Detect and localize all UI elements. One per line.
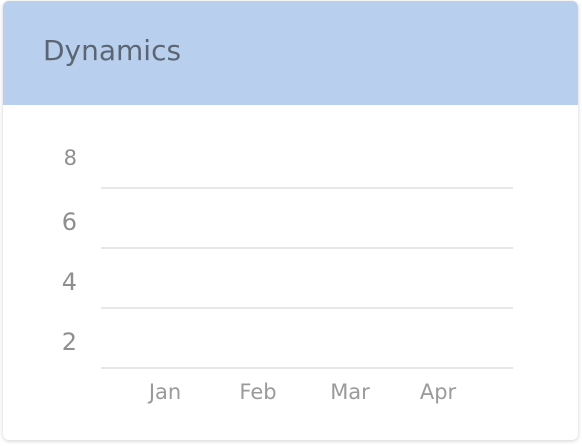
- x-tick-label: Apr: [420, 380, 457, 404]
- dynamics-card: Dynamics 8 6 4 2 Jan Feb Mar Apr: [3, 1, 578, 440]
- y-axis-ticks: 8 6 4 2: [62, 146, 77, 356]
- x-tick-label: Jan: [147, 380, 181, 404]
- x-axis-ticks: Jan Feb Mar Apr: [147, 380, 457, 404]
- y-tick-label: 6: [62, 208, 77, 236]
- x-tick-label: Feb: [239, 380, 276, 404]
- card-header: Dynamics: [3, 1, 578, 105]
- y-tick-label: 8: [64, 146, 77, 170]
- x-tick-label: Mar: [330, 380, 370, 404]
- dynamics-chart: 8 6 4 2 Jan Feb Mar Apr: [62, 146, 513, 404]
- card-title: Dynamics: [43, 33, 182, 67]
- y-tick-label: 2: [62, 328, 77, 356]
- grid-lines: [101, 187, 513, 369]
- chart-area: 8 6 4 2 Jan Feb Mar Apr: [3, 105, 578, 440]
- y-tick-label: 4: [62, 268, 77, 296]
